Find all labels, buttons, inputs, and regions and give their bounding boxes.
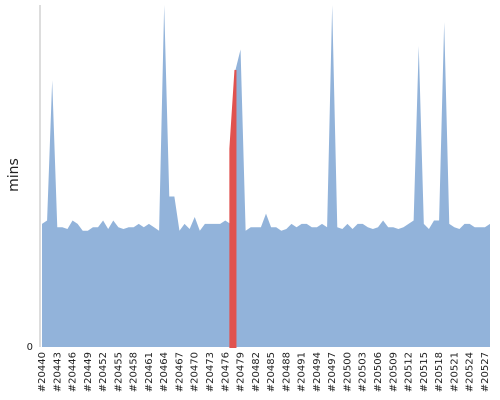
x-tick-label: #20482: [251, 352, 262, 392]
x-tick-label: #20506: [373, 352, 384, 392]
x-tick-label: #20440: [37, 352, 48, 392]
x-tick-label: #20485: [266, 352, 277, 392]
x-tick-label: #20470: [190, 352, 201, 392]
x-tick-label: #20443: [52, 352, 63, 392]
x-tick-label: #20467: [174, 352, 185, 392]
x-tick-label: #20452: [98, 352, 109, 392]
y-axis-label: mins: [6, 158, 22, 192]
x-tick-label: #20527: [480, 352, 491, 392]
y-tick-label: 0: [27, 342, 33, 353]
x-tick-label: #20479: [236, 352, 247, 392]
x-tick-label: #20497: [327, 352, 338, 392]
x-tick-label: #20515: [419, 352, 430, 392]
x-tick-label: #20521: [449, 352, 460, 392]
x-tick-label: #20458: [129, 352, 140, 392]
area: [42, 5, 490, 347]
x-tick-label: #20500: [342, 352, 353, 392]
x-tick-label: #20446: [68, 352, 79, 392]
x-tick-label: #20476: [220, 352, 231, 392]
x-tick-label: #20455: [113, 352, 124, 392]
x-tick-label: #20503: [358, 352, 369, 392]
x-tick-label: #20464: [159, 352, 170, 392]
area: [229, 69, 237, 348]
x-tick-label: #20491: [297, 352, 308, 392]
x-tick-label: #20512: [404, 352, 415, 392]
x-tick-label: #20524: [465, 352, 476, 392]
x-tick-label: #20473: [205, 352, 216, 392]
x-tick-label: #20518: [434, 352, 445, 392]
x-tick-label: #20509: [388, 352, 399, 392]
x-tick-label: #20494: [312, 352, 323, 392]
x-tick-label: #20488: [281, 352, 292, 392]
x-tick-label: #20449: [83, 352, 94, 392]
x-tick-label: #20461: [144, 352, 155, 392]
